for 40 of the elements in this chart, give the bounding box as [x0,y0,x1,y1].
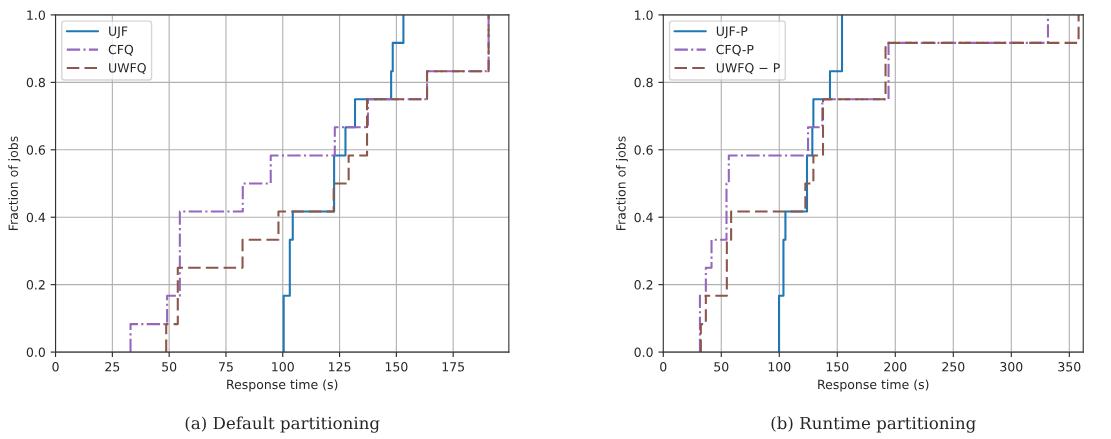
y-axis-title: Fraction of jobs [8,136,21,231]
text: (a) Default partitioning [185,416,380,433]
y-tick-label: 0.8 [634,77,653,88]
x-axis-title: Response time (s) [227,379,338,392]
legend-label: CFQ-P [716,44,754,56]
x-tick-label: 150 [826,362,849,372]
x-tick-label: 125 [329,362,351,372]
y-tick-label: 0.8 [26,77,45,88]
legend-label: CFQ [108,44,134,56]
x-tick-label: 100 [768,362,791,372]
y-tick-label: 0.4 [634,212,653,223]
y-tick-label: 0.2 [634,280,653,290]
x-tick-label: 50 [714,362,729,372]
x-tick-label: 100 [272,362,294,372]
legend-label: UWFQ [109,63,146,74]
x-tick-label: 250 [942,362,965,372]
y-tick-label: 1.0 [635,10,653,20]
x-axis-title: Response time (s) [818,379,929,392]
y-tick-label: 0.6 [26,145,46,155]
x-tick-label: 200 [884,362,907,372]
x-tick-label: 350 [1058,362,1081,372]
x-tick-label: 0 [660,362,667,372]
legend-label: UJF [109,26,128,39]
x-tick-label: 75 [219,362,233,372]
x-tick-label: 50 [162,362,177,372]
x-tick-label: 300 [1000,362,1023,372]
y-tick-label: 0.2 [26,280,45,290]
text: (b) Runtime partitioning [771,416,976,433]
y-axis-title: Fraction of jobs [616,136,629,231]
x-tick-label: 0 [52,362,59,372]
y-tick-label: 0.0 [26,347,45,357]
x-tick-label: 25 [105,362,120,372]
y-tick-label: 0.6 [634,145,653,155]
y-tick-label: 1.0 [27,10,45,20]
y-tick-label: 0.4 [26,212,46,223]
legend-label: UWFQ − P [716,63,780,74]
y-tick-label: 0.0 [634,347,653,357]
x-tick-label: 175 [442,362,465,372]
x-tick-label: 150 [385,362,408,372]
legend-label: UJF-P [716,26,748,39]
